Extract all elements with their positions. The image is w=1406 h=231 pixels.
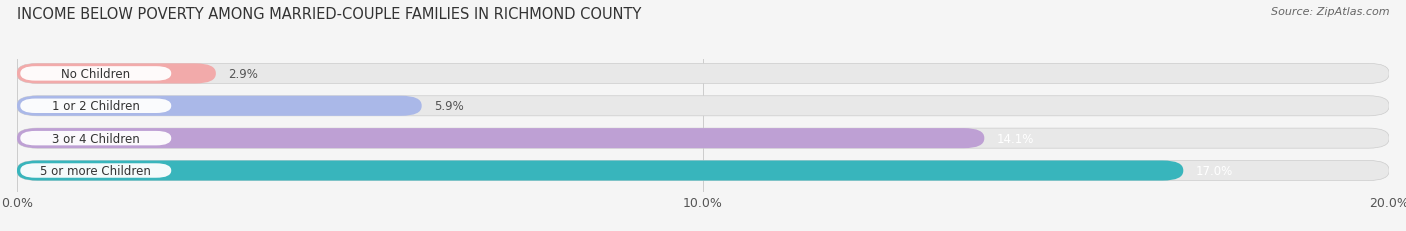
FancyBboxPatch shape bbox=[20, 99, 172, 113]
FancyBboxPatch shape bbox=[17, 161, 1184, 181]
FancyBboxPatch shape bbox=[17, 129, 1389, 149]
FancyBboxPatch shape bbox=[17, 129, 984, 149]
Text: 5.9%: 5.9% bbox=[434, 100, 464, 113]
Text: 17.0%: 17.0% bbox=[1195, 164, 1233, 177]
Text: No Children: No Children bbox=[62, 68, 131, 81]
Text: Source: ZipAtlas.com: Source: ZipAtlas.com bbox=[1271, 7, 1389, 17]
FancyBboxPatch shape bbox=[17, 161, 1389, 181]
FancyBboxPatch shape bbox=[17, 64, 217, 84]
FancyBboxPatch shape bbox=[17, 96, 1389, 116]
FancyBboxPatch shape bbox=[17, 64, 1389, 84]
FancyBboxPatch shape bbox=[20, 67, 172, 81]
FancyBboxPatch shape bbox=[20, 131, 172, 146]
FancyBboxPatch shape bbox=[17, 96, 422, 116]
Text: INCOME BELOW POVERTY AMONG MARRIED-COUPLE FAMILIES IN RICHMOND COUNTY: INCOME BELOW POVERTY AMONG MARRIED-COUPL… bbox=[17, 7, 641, 22]
Text: 5 or more Children: 5 or more Children bbox=[41, 164, 152, 177]
Text: 3 or 4 Children: 3 or 4 Children bbox=[52, 132, 139, 145]
Text: 2.9%: 2.9% bbox=[228, 68, 259, 81]
FancyBboxPatch shape bbox=[20, 164, 172, 178]
Text: 1 or 2 Children: 1 or 2 Children bbox=[52, 100, 139, 113]
Text: 14.1%: 14.1% bbox=[997, 132, 1033, 145]
